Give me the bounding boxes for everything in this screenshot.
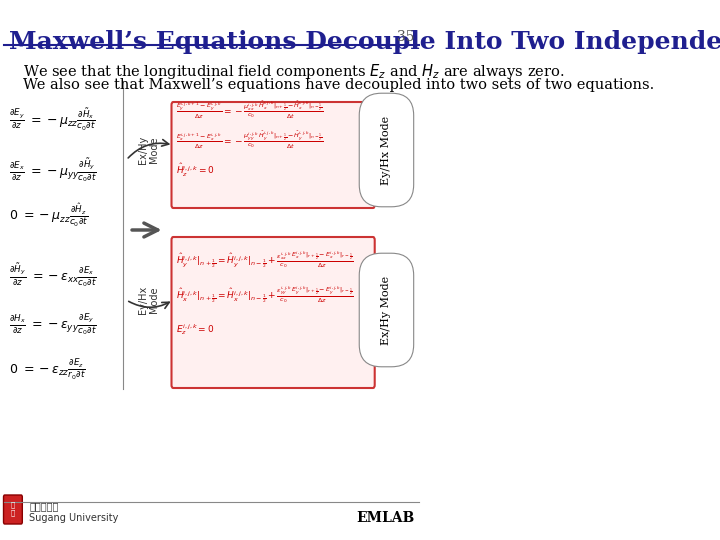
Text: $E^{i,j,k}_z = 0$: $E^{i,j,k}_z = 0$ — [176, 322, 215, 338]
Text: $\frac{\partial \tilde{H}_y}{\partial z}$ $= -\varepsilon_{xx}\frac{\partial E_x: $\frac{\partial \tilde{H}_y}{\partial z}… — [9, 261, 96, 289]
Text: Ex/Hy Mode: Ex/Hy Mode — [382, 275, 392, 345]
Text: We see that the longitudinal field components $E_z$ and $H_z$ are always zero.: We see that the longitudinal field compo… — [24, 62, 565, 81]
Text: We also see that Maxwell’s equations have decoupled into two sets of two equatio: We also see that Maxwell’s equations hav… — [24, 78, 654, 92]
Text: Maxwell’s Equations Decouple Into Two Independent Modes: Maxwell’s Equations Decouple Into Two In… — [9, 30, 720, 54]
Text: Ex/Hy
Mode: Ex/Hy Mode — [138, 136, 159, 164]
Text: $\frac{\partial E_x}{\partial z}$ $= -\mu_{yy}\frac{\partial \tilde{H}_y}{c_0 \p: $\frac{\partial E_x}{\partial z}$ $= -\m… — [9, 156, 96, 184]
Text: $0$ $= -\varepsilon_{zz}\frac{\partial E_z}{r_0 \partial t}$: $0$ $= -\varepsilon_{zz}\frac{\partial E… — [9, 357, 86, 382]
Text: 서
강: 서 강 — [11, 502, 15, 516]
Text: $0$ $= -\mu_{zz}\frac{\partial \hat{H}_z}{c_0 \partial t}$: $0$ $= -\mu_{zz}\frac{\partial \hat{H}_z… — [9, 201, 88, 228]
Text: $\frac{\partial H_x}{\partial z}$ $= -\varepsilon_{yy}\frac{\partial E_y}{c_0 \p: $\frac{\partial H_x}{\partial z}$ $= -\v… — [9, 312, 96, 338]
Text: $\hat{H}_y^{i,j,k}|_{n+\frac{1}{2}} = \hat{H}_y^{i,j,k}|_{n-\frac{1}{2}} + \frac: $\hat{H}_y^{i,j,k}|_{n+\frac{1}{2}} = \h… — [176, 249, 354, 271]
Text: $\frac{E_x^{i,j,k+1}-E_x^{i,j,k}}{\Delta z} = -\frac{\mu_{yy}^{i,j,k}}{c_0}\frac: $\frac{E_x^{i,j,k+1}-E_x^{i,j,k}}{\Delta… — [176, 129, 324, 151]
Text: EMLAB: EMLAB — [356, 511, 414, 525]
Text: $\hat{H}_z^{i,j,k} = 0$: $\hat{H}_z^{i,j,k} = 0$ — [176, 161, 215, 179]
Text: $\frac{\partial E_y}{\partial z}$ $= -\mu_{zz}\frac{\partial \tilde{H}_x}{c_0 \p: $\frac{\partial E_y}{\partial z}$ $= -\m… — [9, 107, 96, 133]
Text: 35: 35 — [397, 30, 414, 44]
Text: $\frac{E_y^{i,j,k+1}-E_y^{i,j,k}}{\Delta z} = -\frac{\mu_{xx}^{i,j,k}}{c_0}\frac: $\frac{E_y^{i,j,k+1}-E_y^{i,j,k}}{\Delta… — [176, 99, 324, 121]
Text: Ey/Hx Mode: Ey/Hx Mode — [382, 116, 392, 185]
Text: Ey/Hx
Mode: Ey/Hx Mode — [138, 286, 159, 314]
FancyBboxPatch shape — [171, 237, 374, 388]
Text: $\hat{H}_x^{i,j,k}|_{n+\frac{1}{2}} = \hat{H}_x^{i,j,k}|_{n-\frac{1}{2}} + \frac: $\hat{H}_x^{i,j,k}|_{n+\frac{1}{2}} = \h… — [176, 285, 354, 306]
FancyBboxPatch shape — [4, 495, 22, 524]
FancyBboxPatch shape — [171, 102, 374, 208]
Text: 서강대학교
Sugang University: 서강대학교 Sugang University — [30, 501, 119, 523]
